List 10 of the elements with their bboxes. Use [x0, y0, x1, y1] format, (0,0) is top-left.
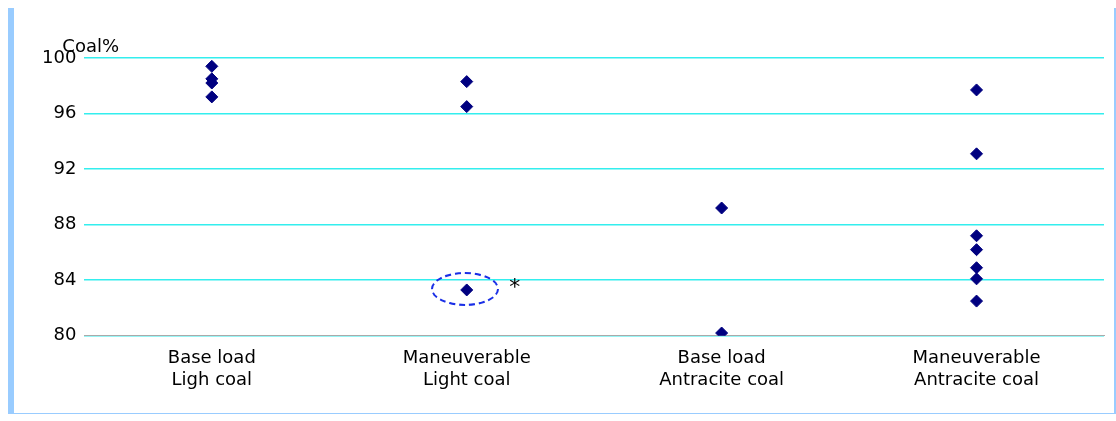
- y-tick-label: 88: [53, 212, 77, 234]
- y-tick-label: 80: [53, 323, 77, 345]
- annotation: *: [509, 273, 521, 299]
- x-tick-label: Maneuverable Light coal: [402, 346, 531, 389]
- y-tick-label: 96: [53, 101, 77, 123]
- x-tick-label: Base load Ligh coal: [167, 346, 256, 389]
- x-tick-label: Maneuverable Antracite coal: [912, 346, 1041, 389]
- y-tick-label: 84: [53, 267, 77, 289]
- x-tick-label: Base load Antracite coal: [659, 346, 785, 389]
- y-tick-label: 92: [53, 156, 77, 178]
